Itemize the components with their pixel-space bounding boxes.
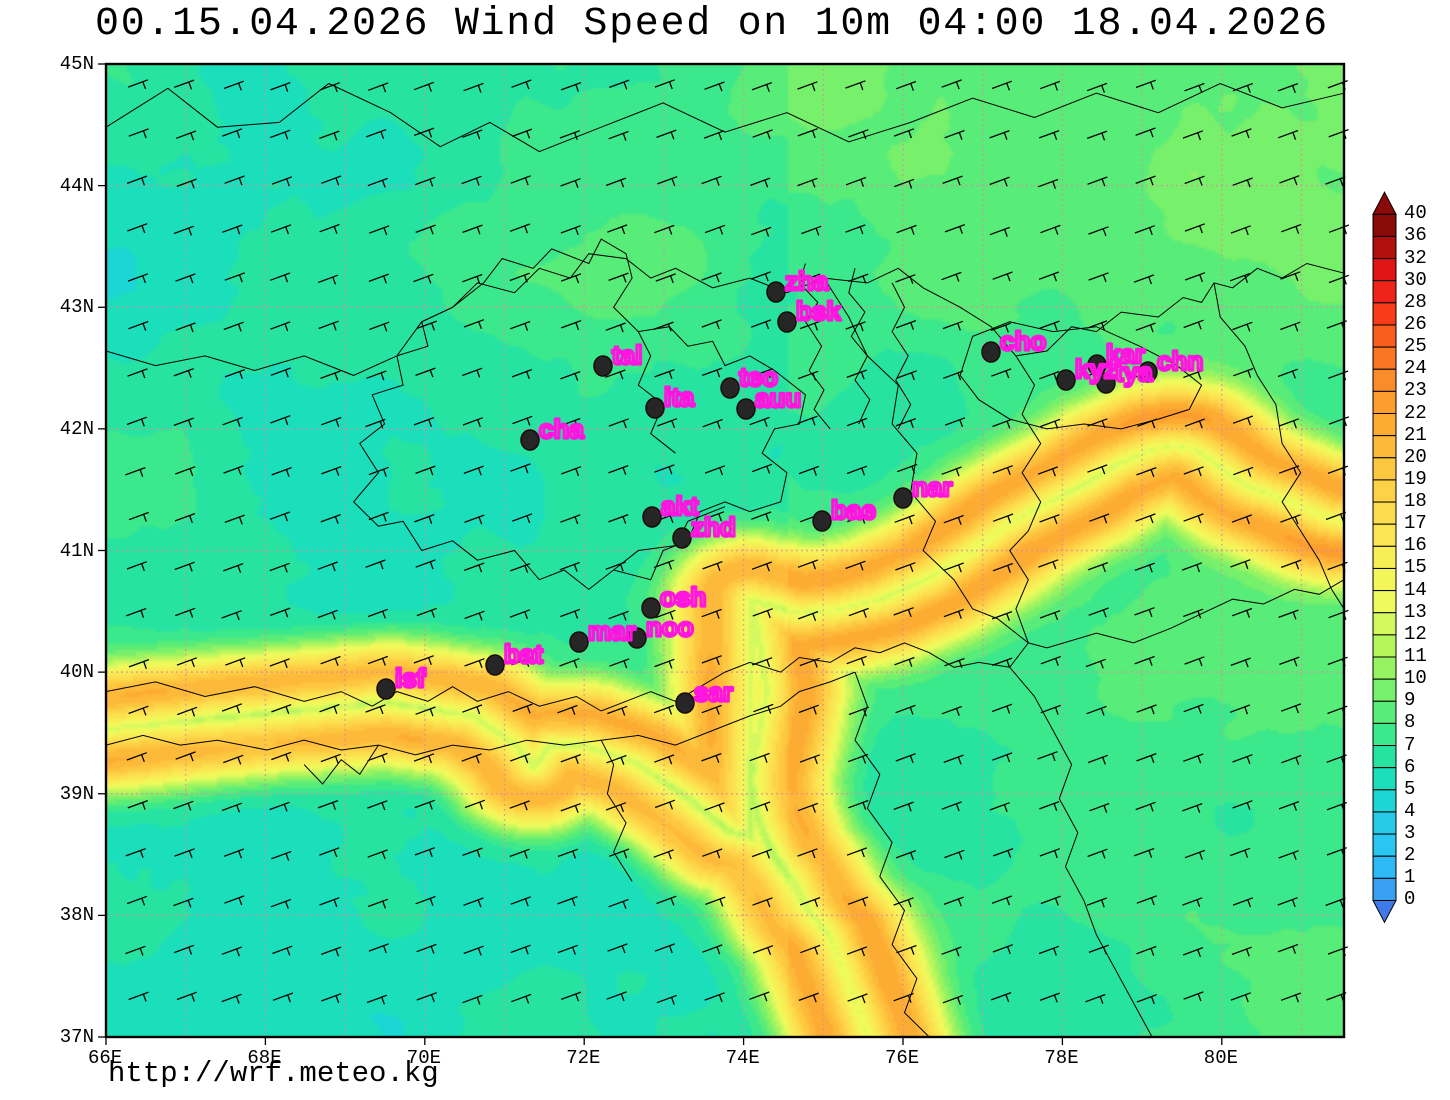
svg-text:chn: chn (1157, 346, 1203, 376)
svg-text:bat: bat (504, 639, 543, 669)
svg-text:auu: auu (755, 383, 801, 413)
svg-text:bsk: bsk (796, 296, 841, 326)
svg-text:osh: osh (660, 582, 706, 612)
svg-text:noo: noo (646, 612, 694, 642)
svg-text:kyz: kyz (1075, 354, 1117, 384)
svg-text:ita: ita (664, 382, 695, 412)
svg-text:zha: zha (785, 266, 829, 296)
svg-text:tal: tal (612, 340, 642, 370)
svg-text:sar: sar (694, 677, 733, 707)
svg-text:cha: cha (539, 414, 584, 444)
svg-text:isf: isf (395, 663, 426, 693)
svg-text:tya: tya (1115, 357, 1153, 387)
svg-text:bae: bae (831, 495, 876, 525)
svg-text:zhd: zhd (691, 512, 736, 542)
svg-text:nar: nar (912, 472, 952, 502)
svg-text:cho: cho (1000, 326, 1046, 356)
svg-text:mar: mar (588, 616, 636, 646)
